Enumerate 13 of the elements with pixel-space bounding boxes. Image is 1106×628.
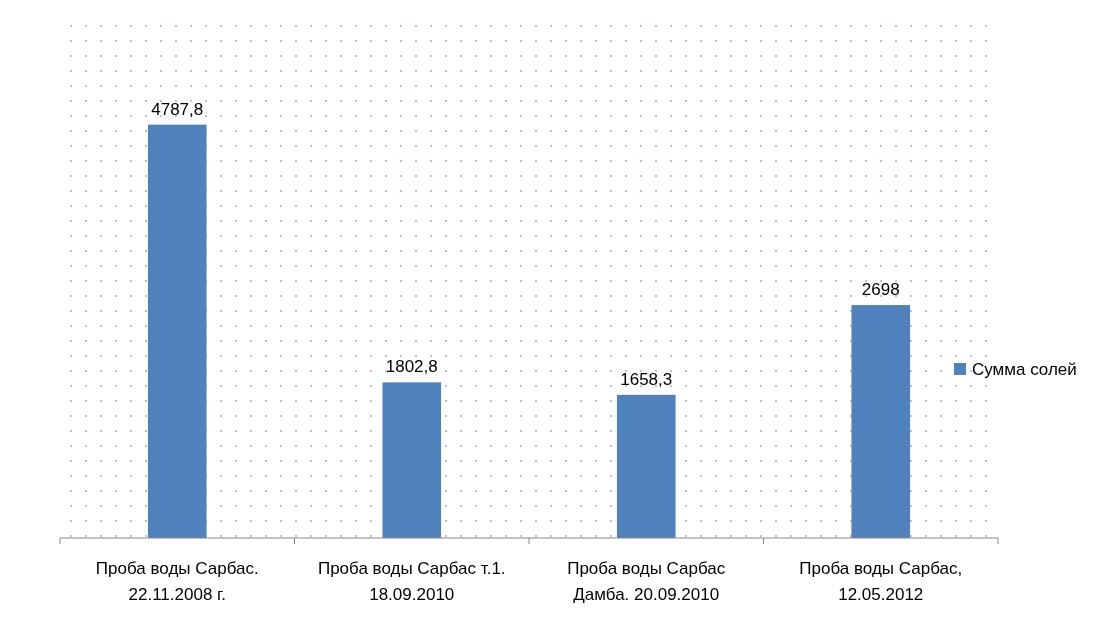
bar — [382, 382, 442, 538]
bar — [616, 394, 676, 538]
x-tick-label: Проба воды Сарбас, 12.05.2012 — [799, 559, 963, 604]
x-tick-label: Проба воды Сарбас т.1. 18.09.2010 — [317, 559, 506, 604]
data-label: 1658,3 — [620, 369, 673, 389]
bar — [851, 305, 911, 538]
legend-label: Сумма солей — [972, 360, 1077, 379]
bar — [147, 124, 207, 538]
data-label: 4787,8 — [151, 99, 204, 119]
data-label: 2698 — [861, 280, 900, 300]
x-tick-label: Проба воды Сарбас Дамба. 20.09.2010 — [567, 559, 726, 604]
x-tick-label: Проба воды Сарбас. 22.11.2008 г. — [95, 559, 259, 604]
data-label: 1802,8 — [385, 357, 438, 377]
